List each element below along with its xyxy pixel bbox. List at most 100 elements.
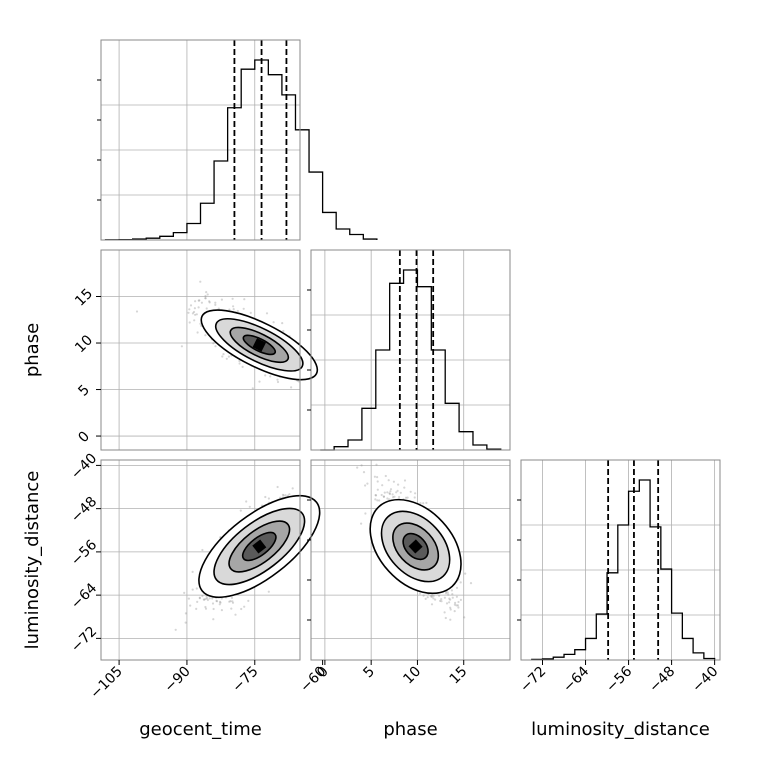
sample-point — [184, 612, 187, 615]
sample-point — [184, 621, 187, 624]
sample-point — [430, 595, 433, 599]
sample-point — [382, 495, 385, 498]
sample-point — [360, 522, 363, 525]
sample-point — [459, 581, 462, 584]
x-tick-label-luminosity-distance: −72 — [517, 664, 549, 696]
sample-point — [374, 494, 377, 497]
panel-frame-phase-luminosity-distance — [310, 459, 511, 661]
sample-point — [395, 491, 398, 494]
sample-point — [284, 494, 287, 497]
sample-point — [387, 479, 390, 482]
sample-point — [188, 308, 191, 311]
sample-point — [204, 607, 208, 610]
panel-frame-phase-phase — [310, 249, 511, 451]
x-axis-label-luminosity-distance: luminosity_distance — [531, 719, 710, 740]
contour-line — [369, 498, 462, 595]
sample-point — [220, 298, 223, 301]
sample-point — [187, 597, 190, 600]
sample-point — [403, 486, 406, 489]
sample-point — [220, 609, 223, 612]
y-tick-label-luminosity-distance: −48 — [68, 494, 100, 526]
sample-point — [449, 608, 452, 611]
sample-point — [236, 309, 239, 313]
sample-point — [218, 600, 222, 604]
sample-point — [239, 509, 242, 512]
sample-point — [376, 499, 379, 502]
sample-point — [212, 618, 215, 621]
sample-point — [389, 488, 393, 491]
sample-point — [397, 483, 400, 486]
contour-line — [392, 522, 440, 571]
x-tick-label-phase: 15 — [447, 664, 471, 688]
sample-point — [449, 618, 452, 621]
histogram-geocent-time — [104, 59, 378, 241]
sample-point — [382, 495, 385, 498]
sample-point — [231, 600, 234, 603]
sample-point — [282, 494, 285, 497]
sample-point — [398, 495, 401, 499]
x-tick-label-geocent-time: −75 — [229, 664, 261, 696]
sample-point — [229, 600, 232, 603]
y-axis-label-luminosity-distance: luminosity_distance — [22, 471, 43, 650]
x-tick-label-geocent-time: −90 — [162, 664, 194, 696]
sample-point — [204, 297, 207, 300]
sample-point — [194, 300, 197, 303]
sample-point — [440, 598, 443, 601]
sample-point — [431, 594, 434, 597]
sample-point — [189, 604, 192, 607]
sample-point — [451, 593, 454, 596]
sample-point — [464, 572, 467, 575]
sample-point — [426, 596, 429, 599]
sample-point — [374, 498, 377, 501]
sample-point — [419, 502, 422, 505]
sample-point — [374, 494, 378, 497]
y-axis-label-phase: phase — [22, 323, 43, 377]
sample-point — [430, 603, 434, 606]
x-axis-label-phase: phase — [383, 719, 437, 740]
sample-point — [446, 591, 449, 594]
sample-point — [448, 597, 451, 600]
sample-point — [264, 495, 267, 499]
sample-point — [413, 496, 416, 499]
sample-point — [201, 548, 204, 552]
sample-point — [432, 597, 435, 600]
sample-point — [228, 600, 231, 603]
y-tick-label-phase: 10 — [72, 332, 96, 356]
sample-point — [189, 304, 193, 307]
sample-point — [198, 299, 201, 302]
sample-point — [364, 484, 367, 487]
sample-point — [389, 490, 392, 493]
sample-point — [282, 329, 285, 333]
sample-point — [445, 592, 448, 595]
y-tick-label-luminosity-distance: −72 — [68, 623, 100, 655]
sample-point — [267, 590, 270, 593]
sample-point — [197, 299, 200, 302]
sample-point — [212, 342, 215, 345]
sample-point — [215, 599, 218, 603]
sample-point — [203, 598, 206, 601]
sample-point — [438, 594, 441, 597]
x-tick-label-phase: 5 — [360, 664, 378, 682]
sample-point — [205, 307, 208, 310]
sample-point — [448, 601, 451, 604]
sample-point — [208, 300, 211, 303]
sample-point — [376, 480, 379, 483]
sample-point — [424, 597, 427, 601]
y-tick-label-phase: 15 — [72, 286, 96, 310]
frames-layer — [96, 39, 721, 665]
sample-point — [183, 591, 186, 595]
x-tick-label-luminosity-distance: −48 — [646, 664, 678, 696]
contour-line — [198, 494, 321, 599]
sample-point — [451, 596, 454, 599]
sample-point — [383, 491, 386, 494]
sample-point — [208, 597, 211, 600]
sample-point — [373, 475, 376, 478]
sample-point — [240, 607, 243, 611]
sample-point — [429, 595, 432, 598]
sample-point — [196, 600, 199, 604]
sample-point — [238, 359, 241, 363]
sample-point — [443, 611, 446, 614]
sample-point — [200, 301, 203, 304]
